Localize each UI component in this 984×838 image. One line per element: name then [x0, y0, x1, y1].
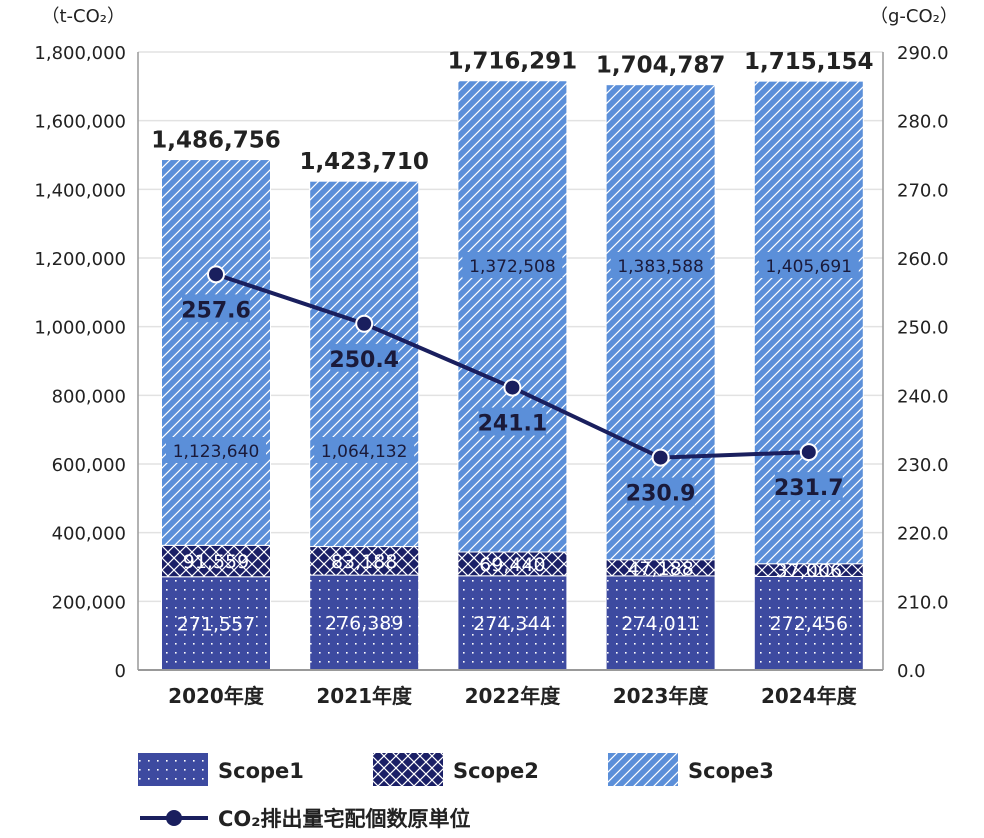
- right-tick-label: 220.0: [897, 524, 949, 545]
- line-point: [355, 314, 374, 333]
- data-label-scope1: 274,344: [473, 613, 552, 635]
- right-tick-label: 290.0: [897, 43, 949, 64]
- left-tick-label: 0: [115, 661, 126, 682]
- line-data-label: 257.6: [181, 298, 251, 323]
- bar-scope3: [161, 159, 271, 546]
- left-axis-label: （t-CO₂）: [41, 6, 125, 27]
- legend-line-marker: [166, 810, 182, 826]
- label-bg: [182, 294, 250, 323]
- data-label-scope2: 47,188: [627, 558, 693, 580]
- line-data-label: 231.7: [774, 476, 844, 501]
- legend-label: Scope2: [453, 759, 539, 783]
- legend-label: Scope3: [688, 759, 774, 783]
- left-tick-label: 400,000: [52, 524, 126, 545]
- x-tick-label: 2020年度: [168, 684, 265, 708]
- line-data-label: 250.4: [329, 348, 399, 373]
- right-tick-label: 240.0: [897, 386, 949, 407]
- line-point: [207, 265, 225, 284]
- line-data-label: 230.9: [626, 482, 696, 507]
- left-tick-label: 1,400,000: [34, 180, 126, 201]
- label-bg: [330, 343, 399, 372]
- data-label-scope1: 272,456: [770, 613, 849, 635]
- total-label: 1,716,291: [448, 49, 578, 75]
- total-label: 1,715,154: [744, 49, 874, 75]
- line-point: [651, 448, 670, 467]
- data-label-scope3: 1,383,588: [617, 257, 704, 277]
- left-tick-label: 1,800,000: [34, 43, 126, 64]
- data-label-scope1: 274,011: [621, 613, 700, 635]
- data-label-scope3: 1,064,132: [321, 442, 408, 462]
- x-tick-label: 2023年度: [613, 684, 710, 708]
- data-label-scope2: 91,559: [183, 551, 249, 573]
- left-tick-label: 1,000,000: [34, 318, 126, 339]
- line-point: [503, 378, 522, 397]
- label-bg: [610, 252, 711, 278]
- label-bg: [626, 477, 695, 506]
- right-tick-label: 230.0: [897, 455, 949, 476]
- data-label-scope2: 69,440: [479, 554, 545, 576]
- label-bg: [758, 252, 859, 278]
- bar-scope3: [457, 80, 568, 553]
- data-label-scope1: 271,557: [177, 613, 256, 635]
- data-label-scope1: 276,389: [325, 613, 404, 635]
- right-axis-label: （g-CO₂）: [870, 6, 958, 27]
- bar-scope1: [605, 575, 716, 671]
- right-tick-label: 260.0: [897, 249, 949, 270]
- legend-swatch-scope2: [373, 753, 443, 786]
- data-label-scope2: 83,188: [331, 551, 397, 573]
- label-bg: [478, 407, 547, 436]
- bar-scope1: [161, 576, 271, 671]
- legend-label: CO₂排出量宅配個数原単位: [218, 807, 470, 831]
- data-label-scope3: 1,123,640: [173, 442, 260, 462]
- data-label-scope2: 37,006: [776, 560, 842, 582]
- line-data-label: 241.1: [478, 412, 548, 437]
- label-bg: [462, 252, 563, 278]
- x-tick-label: 2024年度: [761, 684, 858, 708]
- data-label-scope3: 1,405,691: [766, 257, 853, 277]
- right-tick-label: 0.0: [897, 661, 926, 682]
- x-tick-label: 2022年度: [465, 684, 562, 708]
- label-bg: [774, 472, 843, 501]
- left-tick-label: 200,000: [52, 592, 126, 613]
- left-tick-label: 1,600,000: [34, 112, 126, 133]
- left-tick-label: 600,000: [52, 455, 126, 476]
- total-label: 1,704,787: [596, 53, 726, 79]
- right-tick-label: 250.0: [897, 318, 949, 339]
- right-tick-label: 270.0: [897, 180, 949, 201]
- data-label-scope3: 1,372,508: [469, 257, 556, 277]
- bar-scope1: [457, 575, 568, 671]
- legend-label: Scope1: [218, 759, 304, 783]
- left-tick-label: 1,200,000: [34, 249, 126, 270]
- label-bg: [166, 437, 266, 463]
- x-tick-label: 2021年度: [316, 684, 413, 708]
- legend-swatch-scope3: [608, 753, 678, 786]
- label-bg: [314, 437, 415, 463]
- total-label: 1,486,756: [151, 128, 281, 154]
- total-label: 1,423,710: [299, 149, 429, 175]
- legend-swatch-scope1: [138, 753, 208, 786]
- left-tick-label: 800,000: [52, 386, 126, 407]
- right-tick-label: 210.0: [897, 592, 949, 613]
- right-tick-label: 280.0: [897, 112, 949, 133]
- line-point: [799, 443, 818, 462]
- bar-scope1: [753, 575, 864, 671]
- bar-scope2: [161, 544, 271, 578]
